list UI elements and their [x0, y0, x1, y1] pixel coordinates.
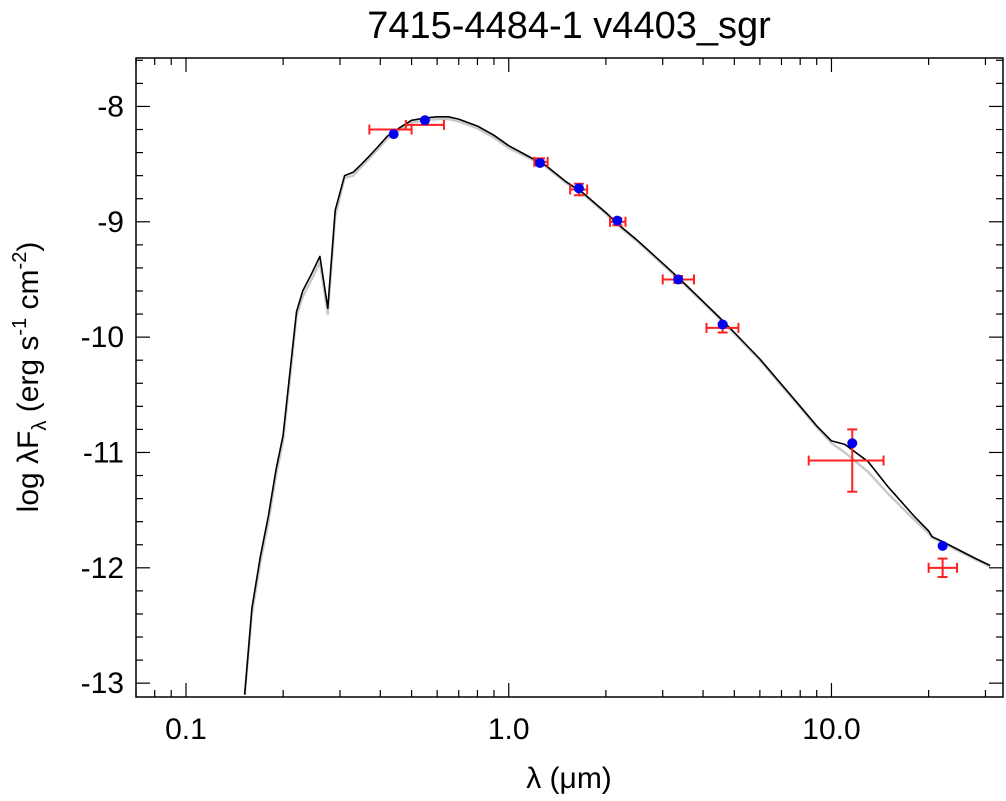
y-tick-label: -10 [81, 321, 124, 354]
model-point-2 [419, 115, 430, 126]
model-point-4 [573, 183, 584, 194]
observed-point-1 [368, 124, 413, 135]
model-point-5 [612, 215, 623, 226]
y-tick-label: -12 [81, 552, 124, 585]
y-tick-label: -13 [81, 667, 124, 700]
y-tick-label: -9 [97, 206, 124, 239]
y-axis-label: log λFλ (erg s-1 cm-2) [9, 242, 51, 513]
observed-point-8 [807, 428, 885, 493]
model-spectrum-total-line [243, 116, 991, 695]
model-point-1 [388, 129, 399, 140]
y-tick-label: -8 [97, 90, 124, 123]
model-point-3 [535, 157, 546, 168]
model-point-8 [847, 438, 858, 449]
axes: 0.1 1.0 10.0 -8 -9 -10 -11 -12 -13 [81, 57, 1004, 746]
plot-area [243, 115, 991, 695]
x-tick-label: 10.0 [802, 713, 860, 746]
x-axis-label: λ (μm) [526, 762, 612, 795]
chart-title: 7415-4484-1 v4403_sgr [367, 5, 771, 47]
model-point-6 [673, 274, 684, 285]
x-tick-label: 0.1 [165, 713, 207, 746]
model-point-7 [717, 319, 728, 330]
observed-point-9 [927, 557, 959, 579]
plot-clip-group [243, 115, 991, 695]
model-point-9 [937, 540, 948, 551]
y-tick-label: -11 [83, 436, 124, 469]
x-tick-label: 1.0 [488, 713, 530, 746]
model-spectrum-photosphere-line [243, 117, 991, 695]
plot-frame [135, 57, 1004, 698]
